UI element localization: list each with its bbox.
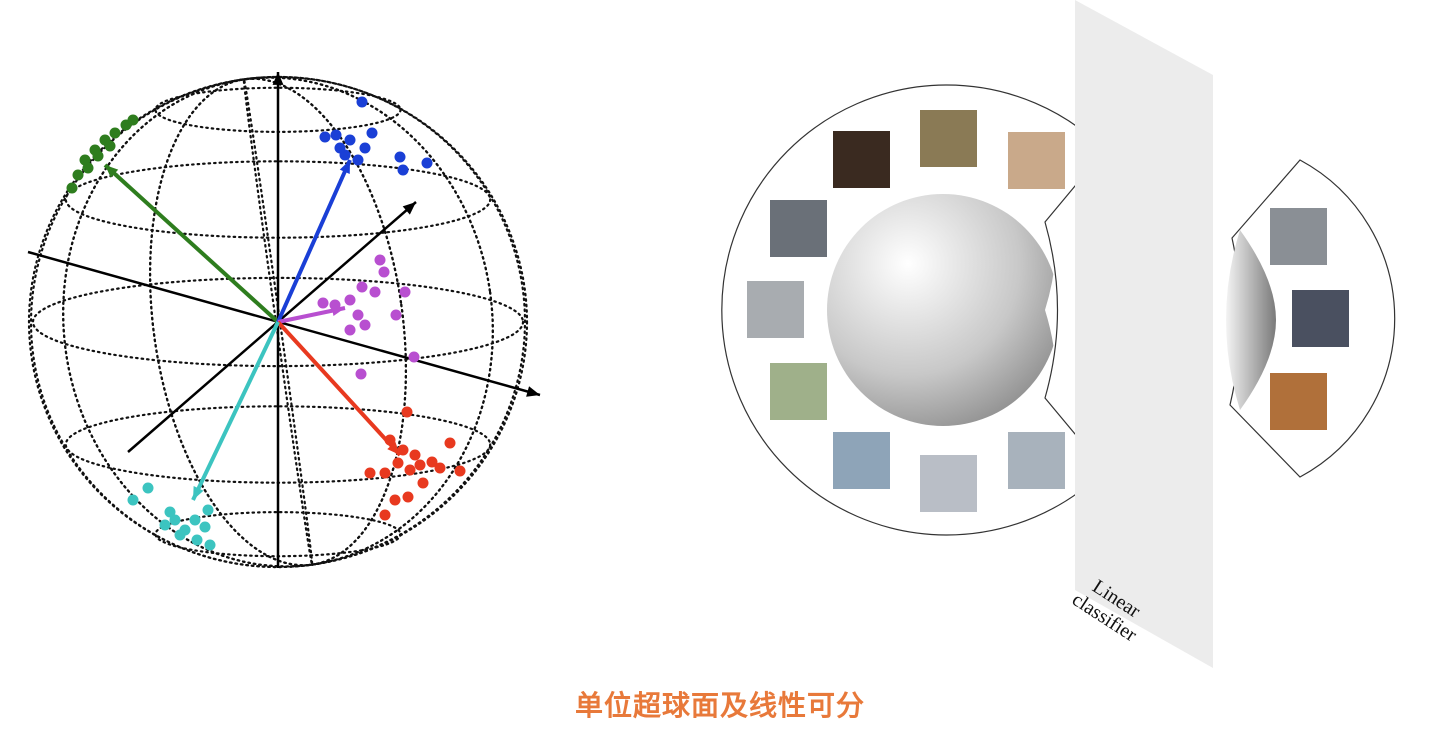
cyan-point — [159, 519, 171, 531]
purple-point — [359, 319, 371, 331]
purple-point — [378, 266, 390, 278]
red-point — [409, 449, 421, 461]
inner-sphere — [827, 194, 1057, 426]
red-point — [401, 406, 413, 418]
linear-classifier-plane — [1075, 0, 1213, 668]
red-point — [426, 456, 438, 468]
red-point — [402, 491, 414, 503]
green-point — [127, 114, 139, 126]
red-point — [364, 467, 376, 479]
red-point — [454, 465, 466, 477]
cyan-point — [199, 521, 211, 533]
blue-point — [319, 131, 331, 143]
cyan-vector — [191, 321, 280, 501]
purple-point — [356, 281, 368, 293]
red-point — [414, 459, 426, 471]
green-point — [104, 140, 116, 152]
cyan-point — [191, 534, 203, 546]
purple-point — [399, 286, 411, 298]
blue-point — [330, 129, 342, 141]
car-photo — [747, 281, 804, 338]
car-photo — [770, 363, 827, 420]
red-point — [417, 477, 429, 489]
blue-point — [421, 157, 433, 169]
blue-point — [344, 134, 356, 146]
blue-point — [397, 164, 409, 176]
axis-line — [127, 201, 417, 453]
green-point — [82, 162, 94, 174]
axis-line — [27, 250, 541, 397]
blue-point — [352, 154, 364, 166]
red-point — [397, 444, 409, 456]
purple-point — [408, 351, 420, 363]
cyan-arrowhead — [193, 486, 204, 500]
cyan-point — [204, 539, 216, 551]
red-point — [379, 509, 391, 521]
dog-photo — [920, 110, 977, 167]
axis-arrowhead — [272, 72, 284, 85]
axis-arrowhead — [526, 386, 540, 397]
blue-arrowhead — [339, 160, 350, 174]
red-arrowhead — [387, 441, 400, 455]
cyan-point — [164, 506, 176, 518]
red-point — [392, 457, 404, 469]
purple-point — [355, 368, 367, 380]
green-point — [109, 127, 121, 139]
cyan-point — [202, 504, 214, 516]
red-vector — [276, 320, 402, 457]
blue-vector — [276, 159, 352, 323]
blue-point — [356, 96, 368, 108]
blue-point — [334, 142, 346, 154]
cyan-point — [127, 494, 139, 506]
unit-hypersphere-plot — [27, 72, 541, 569]
cyan-point — [179, 524, 191, 536]
airplane-photo — [1008, 432, 1065, 489]
red-point — [389, 494, 401, 506]
longitude-line — [62, 76, 494, 568]
purple-point — [390, 309, 402, 321]
sphere-outline — [27, 75, 529, 569]
blue-point — [359, 142, 371, 154]
purple-point — [329, 299, 341, 311]
dog-photo — [833, 131, 890, 188]
red-point — [444, 437, 456, 449]
dog-photo — [1008, 132, 1065, 189]
cyan-point — [189, 514, 201, 526]
red-point — [379, 467, 391, 479]
cat-photo — [1292, 290, 1349, 347]
purple-point — [317, 297, 329, 309]
airplane-photo — [920, 455, 977, 512]
purple-point — [374, 254, 386, 266]
red-point — [434, 462, 446, 474]
sphere-cap — [1226, 230, 1276, 410]
cat-photo — [1270, 208, 1327, 265]
green-arrowhead — [105, 165, 119, 178]
airplane-photo — [833, 432, 890, 489]
feature-disc — [721, 84, 1106, 536]
purple-point — [352, 309, 364, 321]
purple-point — [369, 286, 381, 298]
green-vector — [103, 163, 280, 324]
red-point — [384, 434, 396, 446]
slide-caption: 单位超球面及线性可分 — [574, 689, 865, 722]
cat-photo — [1270, 373, 1327, 430]
blue-point — [366, 127, 378, 139]
green-point — [72, 169, 84, 181]
green-point — [66, 182, 78, 194]
axis-arrowhead — [402, 202, 416, 215]
cyan-point — [169, 514, 181, 526]
blue-point — [394, 151, 406, 163]
red-point — [404, 464, 416, 476]
green-point — [92, 150, 104, 162]
car-photo — [770, 200, 827, 257]
purple-point — [344, 294, 356, 306]
purple-point — [344, 324, 356, 336]
cyan-point — [142, 482, 154, 494]
